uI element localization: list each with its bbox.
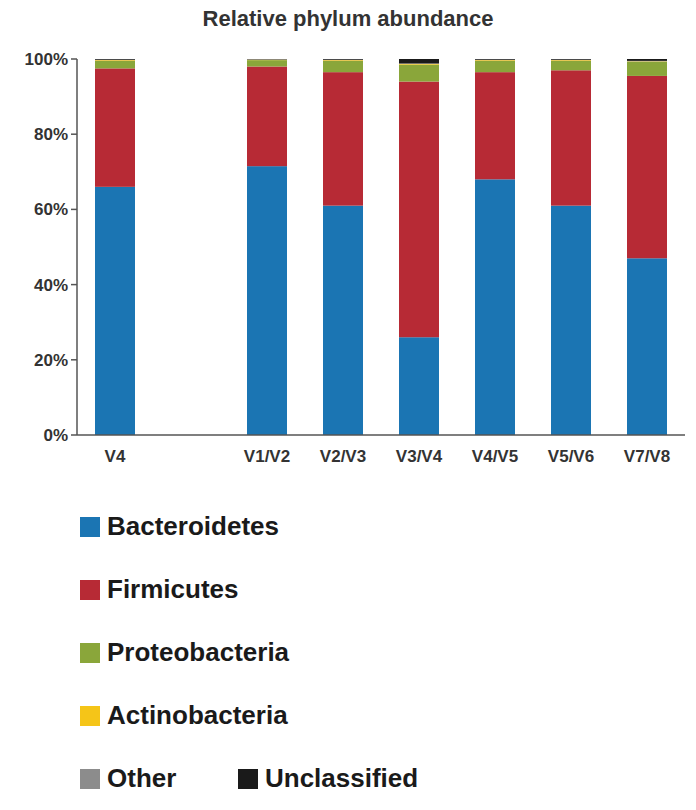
bar-segment [399,82,439,338]
legend-swatch [80,706,100,726]
legend-swatch [80,769,100,789]
legend-label: Proteobacteria [107,637,290,667]
bar-segment [95,61,135,69]
y-tick-label: 40% [34,276,68,295]
bars [95,59,667,435]
y-tick [71,284,77,286]
x-tick-label: V7/V8 [624,447,670,466]
bar-segment [95,187,135,435]
bar-segment [399,59,439,64]
bar-segment [247,60,287,66]
bar-segment [95,59,135,60]
legend-label: Actinobacteria [107,700,288,730]
bar-segment [323,72,363,205]
y-tick [71,133,77,135]
bar-segment [551,206,591,435]
y-tick-label: 0% [43,426,68,445]
y-tick [71,58,77,60]
y-tick-label: 20% [34,351,68,370]
bar-segment [627,76,667,258]
legend-label: Firmicutes [107,574,239,604]
x-tick-label: V4/V5 [472,447,518,466]
legend-swatch [238,769,258,789]
bar-segment [247,59,287,60]
bar-segment [323,206,363,435]
x-tick-label: V3/V4 [396,447,443,466]
bar-segment [475,179,515,435]
y-tick [71,209,77,211]
x-tick-label: V4 [105,447,126,466]
bar-segment [323,61,363,72]
bar-segment [551,59,591,60]
bar-segment [627,61,667,62]
legend-label: Other [107,763,176,793]
x-tick-label: V1/V2 [244,447,290,466]
y-tick-label: 60% [34,200,68,219]
legend-swatch [80,643,100,663]
bar-segment [95,60,135,62]
bar-segment [627,62,667,76]
bar-segment [323,60,363,62]
bar-segment [247,59,287,60]
bar-segment [551,61,591,70]
bar-segment [475,60,515,62]
legend-swatch [80,580,100,600]
title: Relative phylum abundance [203,6,494,31]
x-tick-label: V5/V6 [548,447,594,466]
bar-segment [323,59,363,60]
x-axis [77,434,685,436]
bar-segment [551,60,591,62]
legend-label: Bacteroidetes [107,511,279,541]
x-tick-label: V2/V3 [320,447,366,466]
bar-segment [95,59,135,60]
bar-segment [247,67,287,167]
bar-segment [475,61,515,72]
y-tick [71,359,77,361]
legend-label: Unclassified [265,763,418,793]
bar-segment [475,59,515,60]
chart: Relative phylum abundance 0% 20% 40% 60% 80% 1… [0,0,696,810]
legend-swatch [80,517,100,537]
bar-segment [551,70,591,205]
bar-segment [323,59,363,60]
bar-segment [399,65,439,82]
bar-segment [247,166,287,435]
bar-segment [551,59,591,60]
bar-segment [475,59,515,60]
y-tick [71,434,77,436]
bar-segment [627,59,667,61]
y-tick-label: 100% [25,50,68,69]
bar-segment [247,59,287,60]
bar-segment [627,258,667,435]
y-tick-label: 80% [34,125,68,144]
bar-segment [399,337,439,435]
bar-segment [399,63,439,65]
bar-segment [475,72,515,179]
y-axis [76,59,78,435]
bar-segment [95,68,135,186]
